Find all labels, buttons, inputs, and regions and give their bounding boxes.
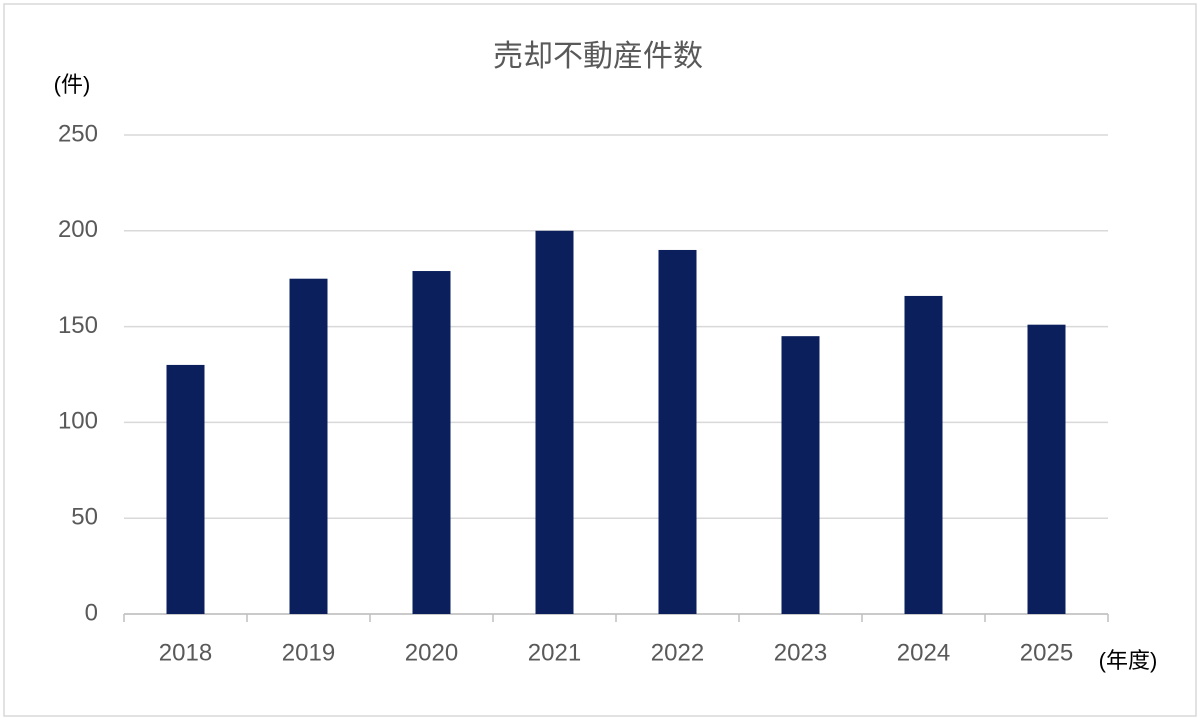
x-tick-label: 2018: [159, 639, 212, 666]
x-axis-label: (年度): [1099, 648, 1158, 673]
x-tick-label: 2019: [282, 639, 335, 666]
bar: [781, 336, 820, 614]
x-tick-label: 2024: [897, 639, 950, 666]
bar: [289, 278, 328, 614]
x-tick-label: 2025: [1020, 639, 1073, 666]
bar: [412, 271, 451, 614]
x-tick-label: 2020: [405, 639, 458, 666]
bar: [904, 295, 943, 614]
y-tick-label: 200: [58, 216, 98, 243]
bar: [535, 230, 574, 615]
chart-title: 売却不動産件数: [493, 40, 703, 73]
y-tick-label: 150: [58, 312, 98, 339]
y-tick-label: 250: [58, 120, 98, 147]
y-tick-label: 100: [58, 408, 98, 435]
x-tick-label: 2022: [651, 639, 704, 666]
y-tick-label: 50: [71, 504, 98, 531]
x-tick-label: 2021: [528, 639, 581, 666]
bar: [1027, 324, 1066, 614]
bar: [658, 249, 697, 614]
x-tick-label: 2023: [774, 639, 827, 666]
y-axis-label: (件): [54, 72, 91, 97]
bar: [166, 364, 205, 614]
y-tick-label: 0: [85, 599, 98, 626]
